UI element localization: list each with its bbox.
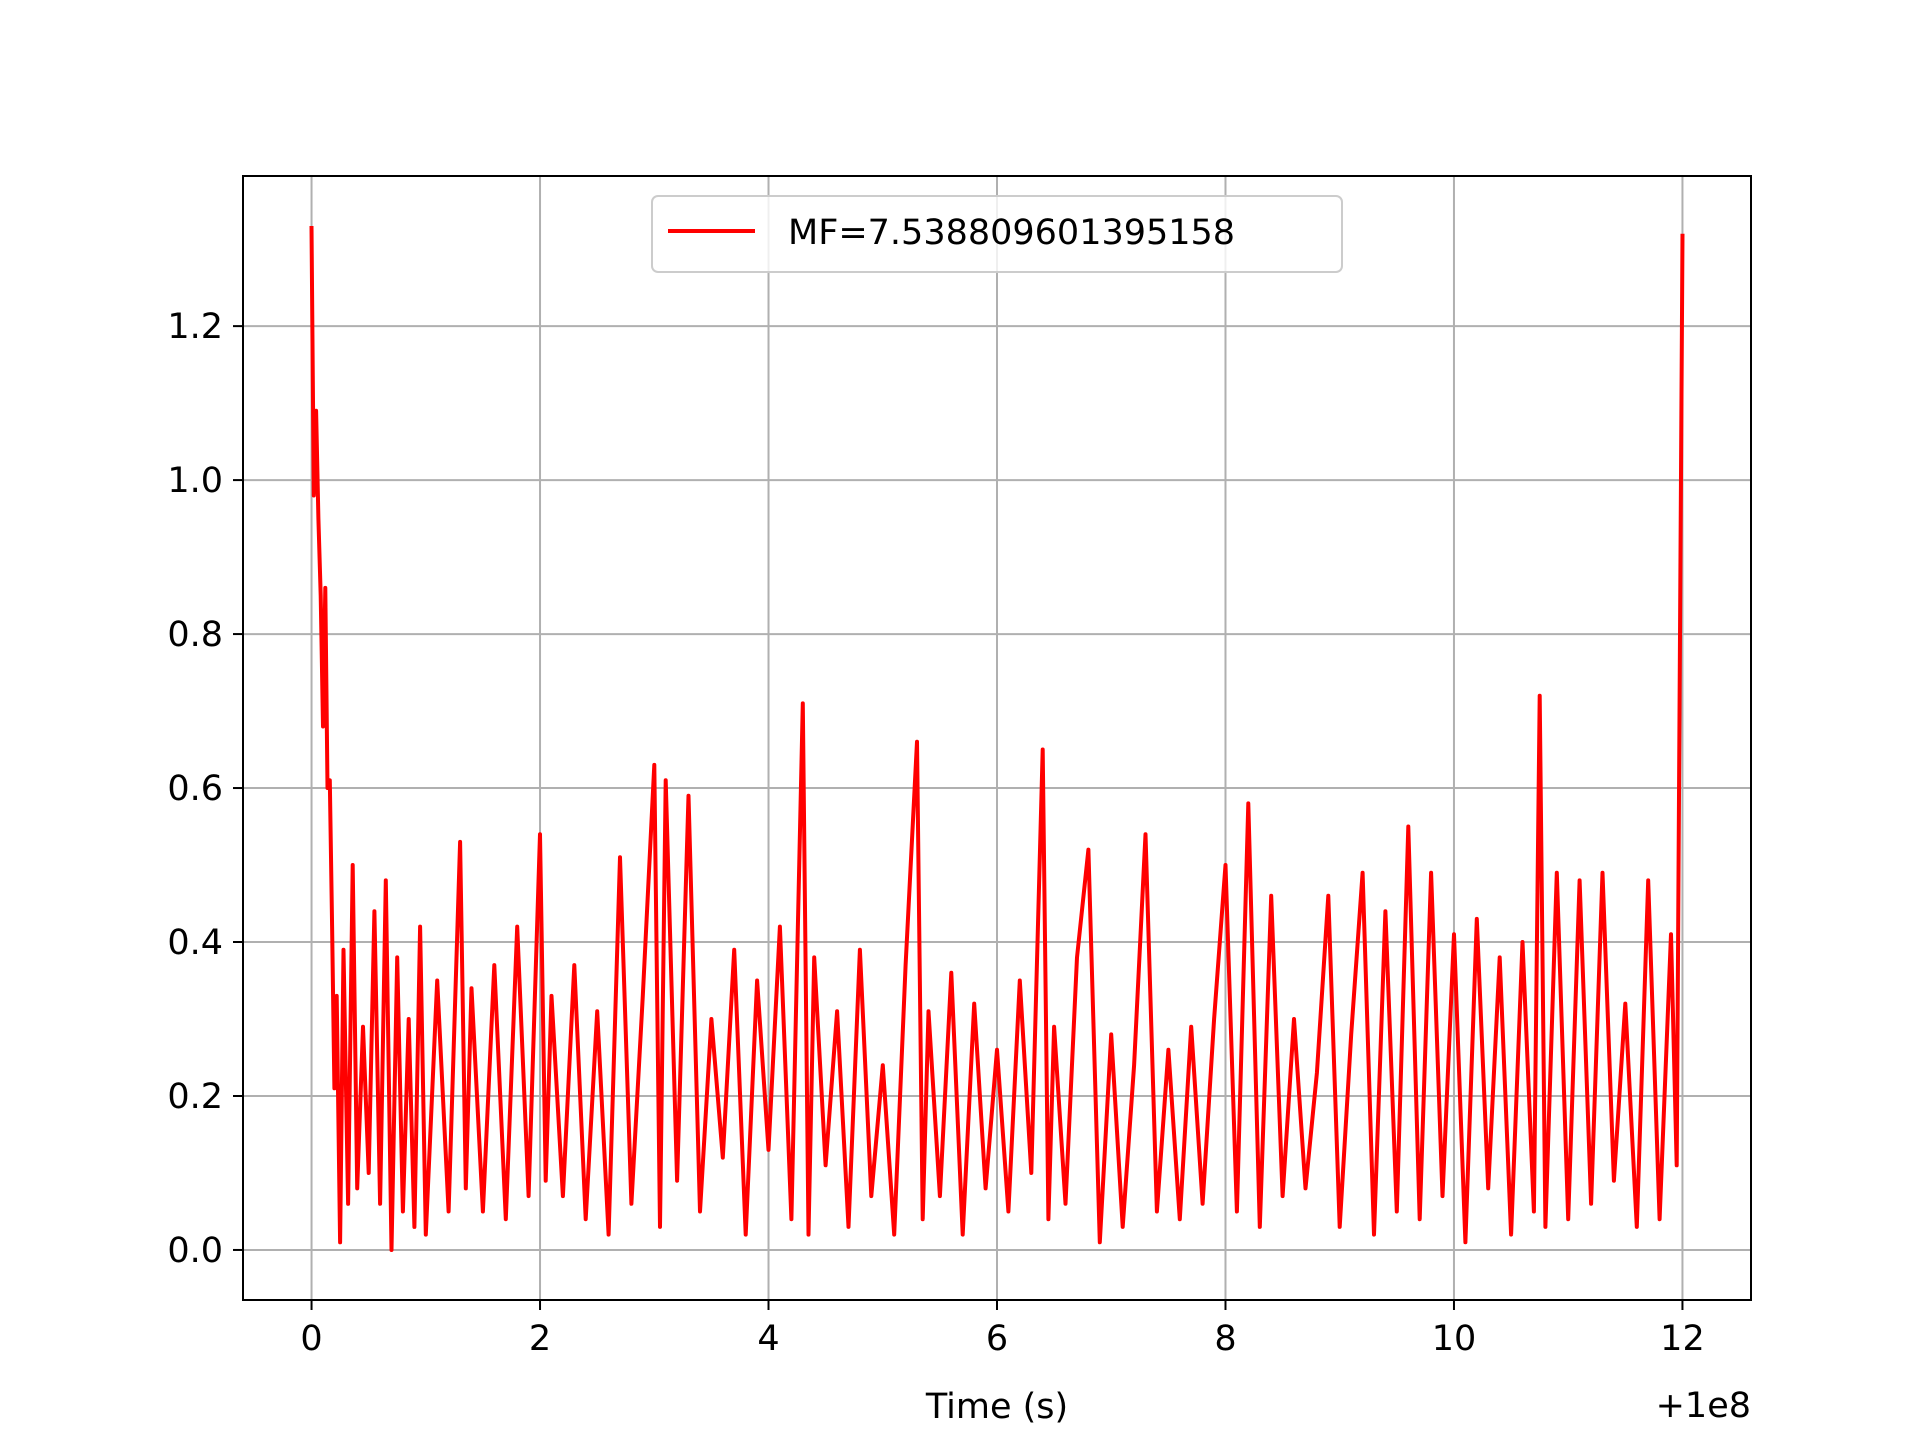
x-tick-label: 8 <box>1214 1319 1236 1359</box>
y-tick-label: 0.8 <box>167 615 223 655</box>
y-tick-label: 0.2 <box>167 1077 223 1117</box>
grid-lines <box>243 176 1751 1300</box>
x-tick-label: 6 <box>986 1319 1008 1359</box>
legend-label: MF=7.538809601395158 <box>788 213 1235 253</box>
plot-area <box>309 225 1685 1252</box>
x-axis-title: Time (s) <box>925 1387 1068 1427</box>
legend: MF=7.538809601395158 <box>651 195 1343 273</box>
legend-box <box>651 195 1343 273</box>
y-tick-label: 0.6 <box>167 769 223 809</box>
x-tick-label: 12 <box>1660 1319 1705 1359</box>
x-tick-label: 0 <box>300 1319 322 1359</box>
y-tick-label: 1.0 <box>167 461 223 501</box>
x-tick-label: 2 <box>529 1319 551 1359</box>
x-tick-label: 4 <box>757 1319 779 1359</box>
y-tick-label: 0.4 <box>167 923 223 963</box>
y-axis: 0.0 0.2 0.4 0.6 0.8 1.0 1.2 <box>167 307 243 1271</box>
y-tick-label: 0.0 <box>167 1231 223 1271</box>
x-axis: 0 2 4 6 8 10 12 <box>300 1300 1705 1359</box>
x-tick-label: 10 <box>1432 1319 1477 1359</box>
series-line <box>309 225 1685 1252</box>
x-offset-label: +1e8 <box>1656 1386 1751 1426</box>
y-tick-label: 1.2 <box>167 307 223 347</box>
